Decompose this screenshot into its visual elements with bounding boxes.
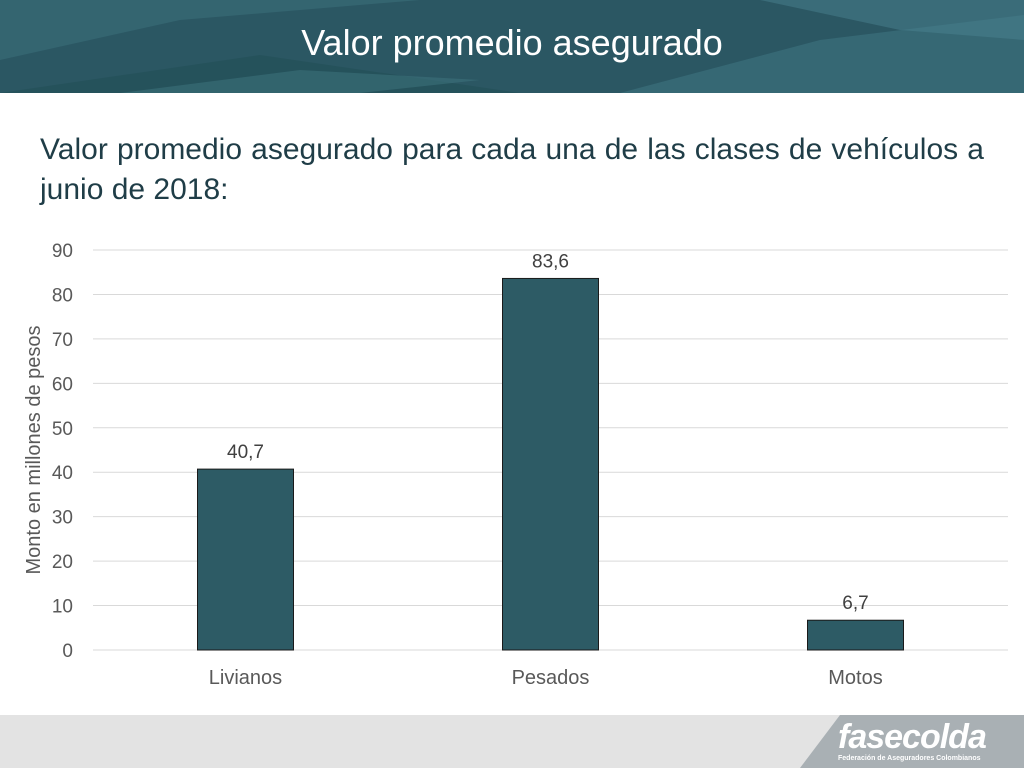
y-tick-label: 60 — [52, 374, 73, 395]
x-tick-label: Pesados — [512, 667, 590, 689]
y-tick-label: 30 — [52, 508, 73, 529]
y-tick-label: 90 — [52, 241, 73, 262]
slide-header: Valor promedio asegurado — [0, 0, 1024, 93]
y-axis-label: Monto en millones de pesos — [23, 325, 45, 574]
fasecolda-logo: fasecolda Federación de Aseguradores Col… — [838, 718, 1018, 768]
header-background — [0, 0, 1024, 93]
logo-tagline: Federación de Aseguradores Colombianos — [838, 755, 981, 762]
bar-chart: 0 10 20 30 40 50 60 70 80 90 40,7 83,6 6,7 Livianos… — [23, 241, 1008, 689]
slide-footer — [0, 715, 1024, 768]
chart-bars — [197, 277, 904, 651]
data-label: 6,7 — [842, 593, 868, 614]
bar-pesados — [502, 277, 599, 651]
y-tick-label: 0 — [62, 641, 73, 662]
y-tick-label: 20 — [52, 552, 73, 573]
y-tick-label: 70 — [52, 330, 73, 351]
data-label: 40,7 — [227, 442, 264, 463]
data-labels: 40,7 83,6 6,7 — [227, 251, 869, 614]
logo-name: fasecolda — [838, 718, 987, 756]
page-title: Valor promedio asegurado — [301, 22, 723, 63]
x-tick-label: Motos — [828, 667, 882, 689]
data-label: 83,6 — [532, 251, 569, 272]
y-tick-label: 10 — [52, 597, 73, 618]
x-axis-ticks: Livianos Pesados Motos — [209, 667, 883, 689]
bar-motos — [807, 619, 904, 651]
footer-band — [800, 715, 1024, 768]
bar-livianos — [197, 468, 294, 651]
y-tick-label: 80 — [52, 285, 73, 306]
y-tick-label: 50 — [52, 419, 73, 440]
y-axis-ticks: 0 10 20 30 40 50 60 70 80 90 — [52, 241, 73, 662]
x-tick-label: Livianos — [209, 667, 282, 689]
y-tick-label: 40 — [52, 463, 73, 484]
slide-subtitle: Valor promedio asegurado para cada una d… — [40, 133, 984, 206]
